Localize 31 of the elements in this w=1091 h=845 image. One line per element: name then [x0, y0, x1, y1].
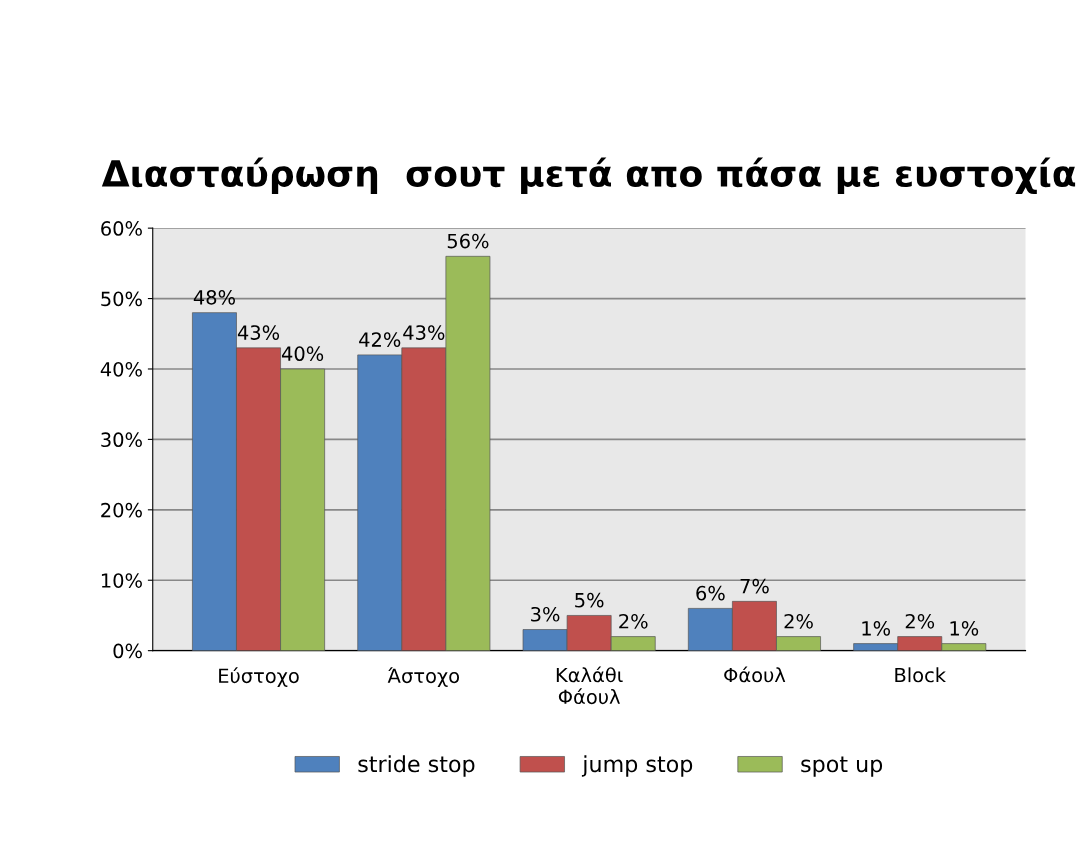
data-label: 42% — [359, 332, 401, 347]
data-label: 1% — [950, 620, 979, 636]
legend-label: jump stop — [581, 755, 693, 777]
legend-label: stride stop — [358, 755, 475, 777]
data-label: 5% — [575, 592, 604, 608]
data-label: 7% — [740, 578, 769, 594]
y-tick-label: 20% — [101, 502, 142, 518]
data-label: 48% — [193, 290, 235, 305]
data-label: 6% — [696, 585, 725, 601]
y-tick-label: 30% — [101, 432, 142, 448]
y-tick-label: 60% — [101, 221, 142, 236]
data-label: 43% — [237, 325, 280, 340]
x-tick-label: Εύστοχο — [219, 667, 299, 687]
data-label: 1% — [862, 620, 891, 636]
x-tick-label: Φάουλ — [724, 666, 786, 683]
data-label: 2% — [905, 613, 935, 629]
y-tick-label: 40% — [100, 361, 142, 377]
y-tick-label: 50% — [101, 291, 142, 307]
data-label: 40% — [281, 346, 324, 362]
data-label: 2% — [784, 613, 813, 629]
y-tick-label: 0% — [113, 643, 142, 659]
y-tick-label: 10% — [101, 573, 142, 588]
x-tick-label: Block — [895, 667, 946, 683]
data-label: 43% — [403, 325, 445, 340]
x-tick-label: Καλάθι Φάουλ — [556, 666, 623, 705]
data-label: 2% — [619, 613, 648, 629]
data-label: 56% — [447, 233, 489, 249]
data-label: 3% — [531, 606, 560, 622]
legend-label: spot up — [801, 756, 883, 777]
chart-title: Διασταύρωση σουτ μετά απο πάσα με ευστοχία — [101, 157, 1076, 195]
x-tick-label: Άστοχο — [387, 667, 460, 687]
